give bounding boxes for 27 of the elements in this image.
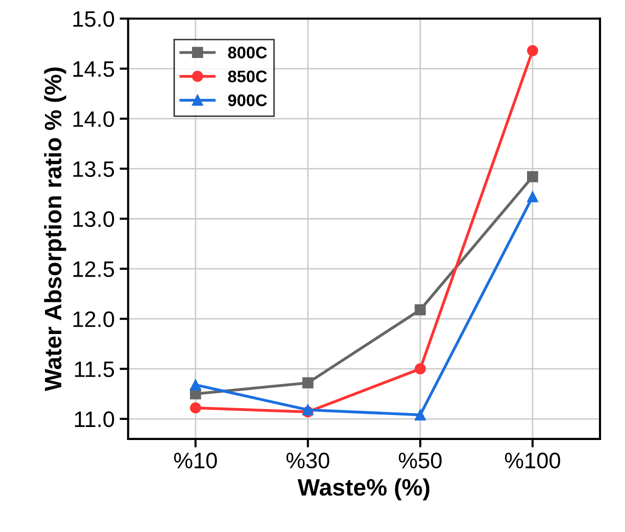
legend-label: 850C (228, 70, 267, 82)
x-tick-label: %100 (504, 452, 560, 468)
legend-label: 800C (228, 46, 267, 58)
legend-label: 900C (228, 94, 267, 106)
point (527, 45, 538, 56)
y-tick-label: 14.5 (73, 61, 114, 77)
y-tick-label: 14.0 (73, 111, 114, 127)
x-tick-label: %50 (398, 452, 442, 468)
point (302, 377, 314, 388)
x-axis-title: Waste% (%) (298, 478, 430, 500)
point (414, 304, 426, 316)
point (190, 379, 202, 390)
point (414, 363, 426, 374)
x-tick-label: %10 (174, 452, 217, 468)
y-axis-title: Water Absorption ratio % (%) (44, 68, 66, 392)
y-tick-label: 11.0 (75, 411, 114, 428)
y-tick-label: 12.0 (73, 311, 114, 328)
y-tick-label: 13.0 (73, 211, 114, 228)
point (414, 409, 426, 420)
y-tick-label: 13.5 (73, 161, 114, 177)
point (527, 171, 538, 182)
point (527, 191, 538, 202)
x-tick-label: %30 (286, 452, 330, 468)
y-tick-label: 12.5 (73, 261, 114, 278)
point (190, 402, 202, 414)
y-tick-label: 15.0 (73, 11, 114, 27)
y-tick-label: 11.5 (75, 362, 114, 378)
